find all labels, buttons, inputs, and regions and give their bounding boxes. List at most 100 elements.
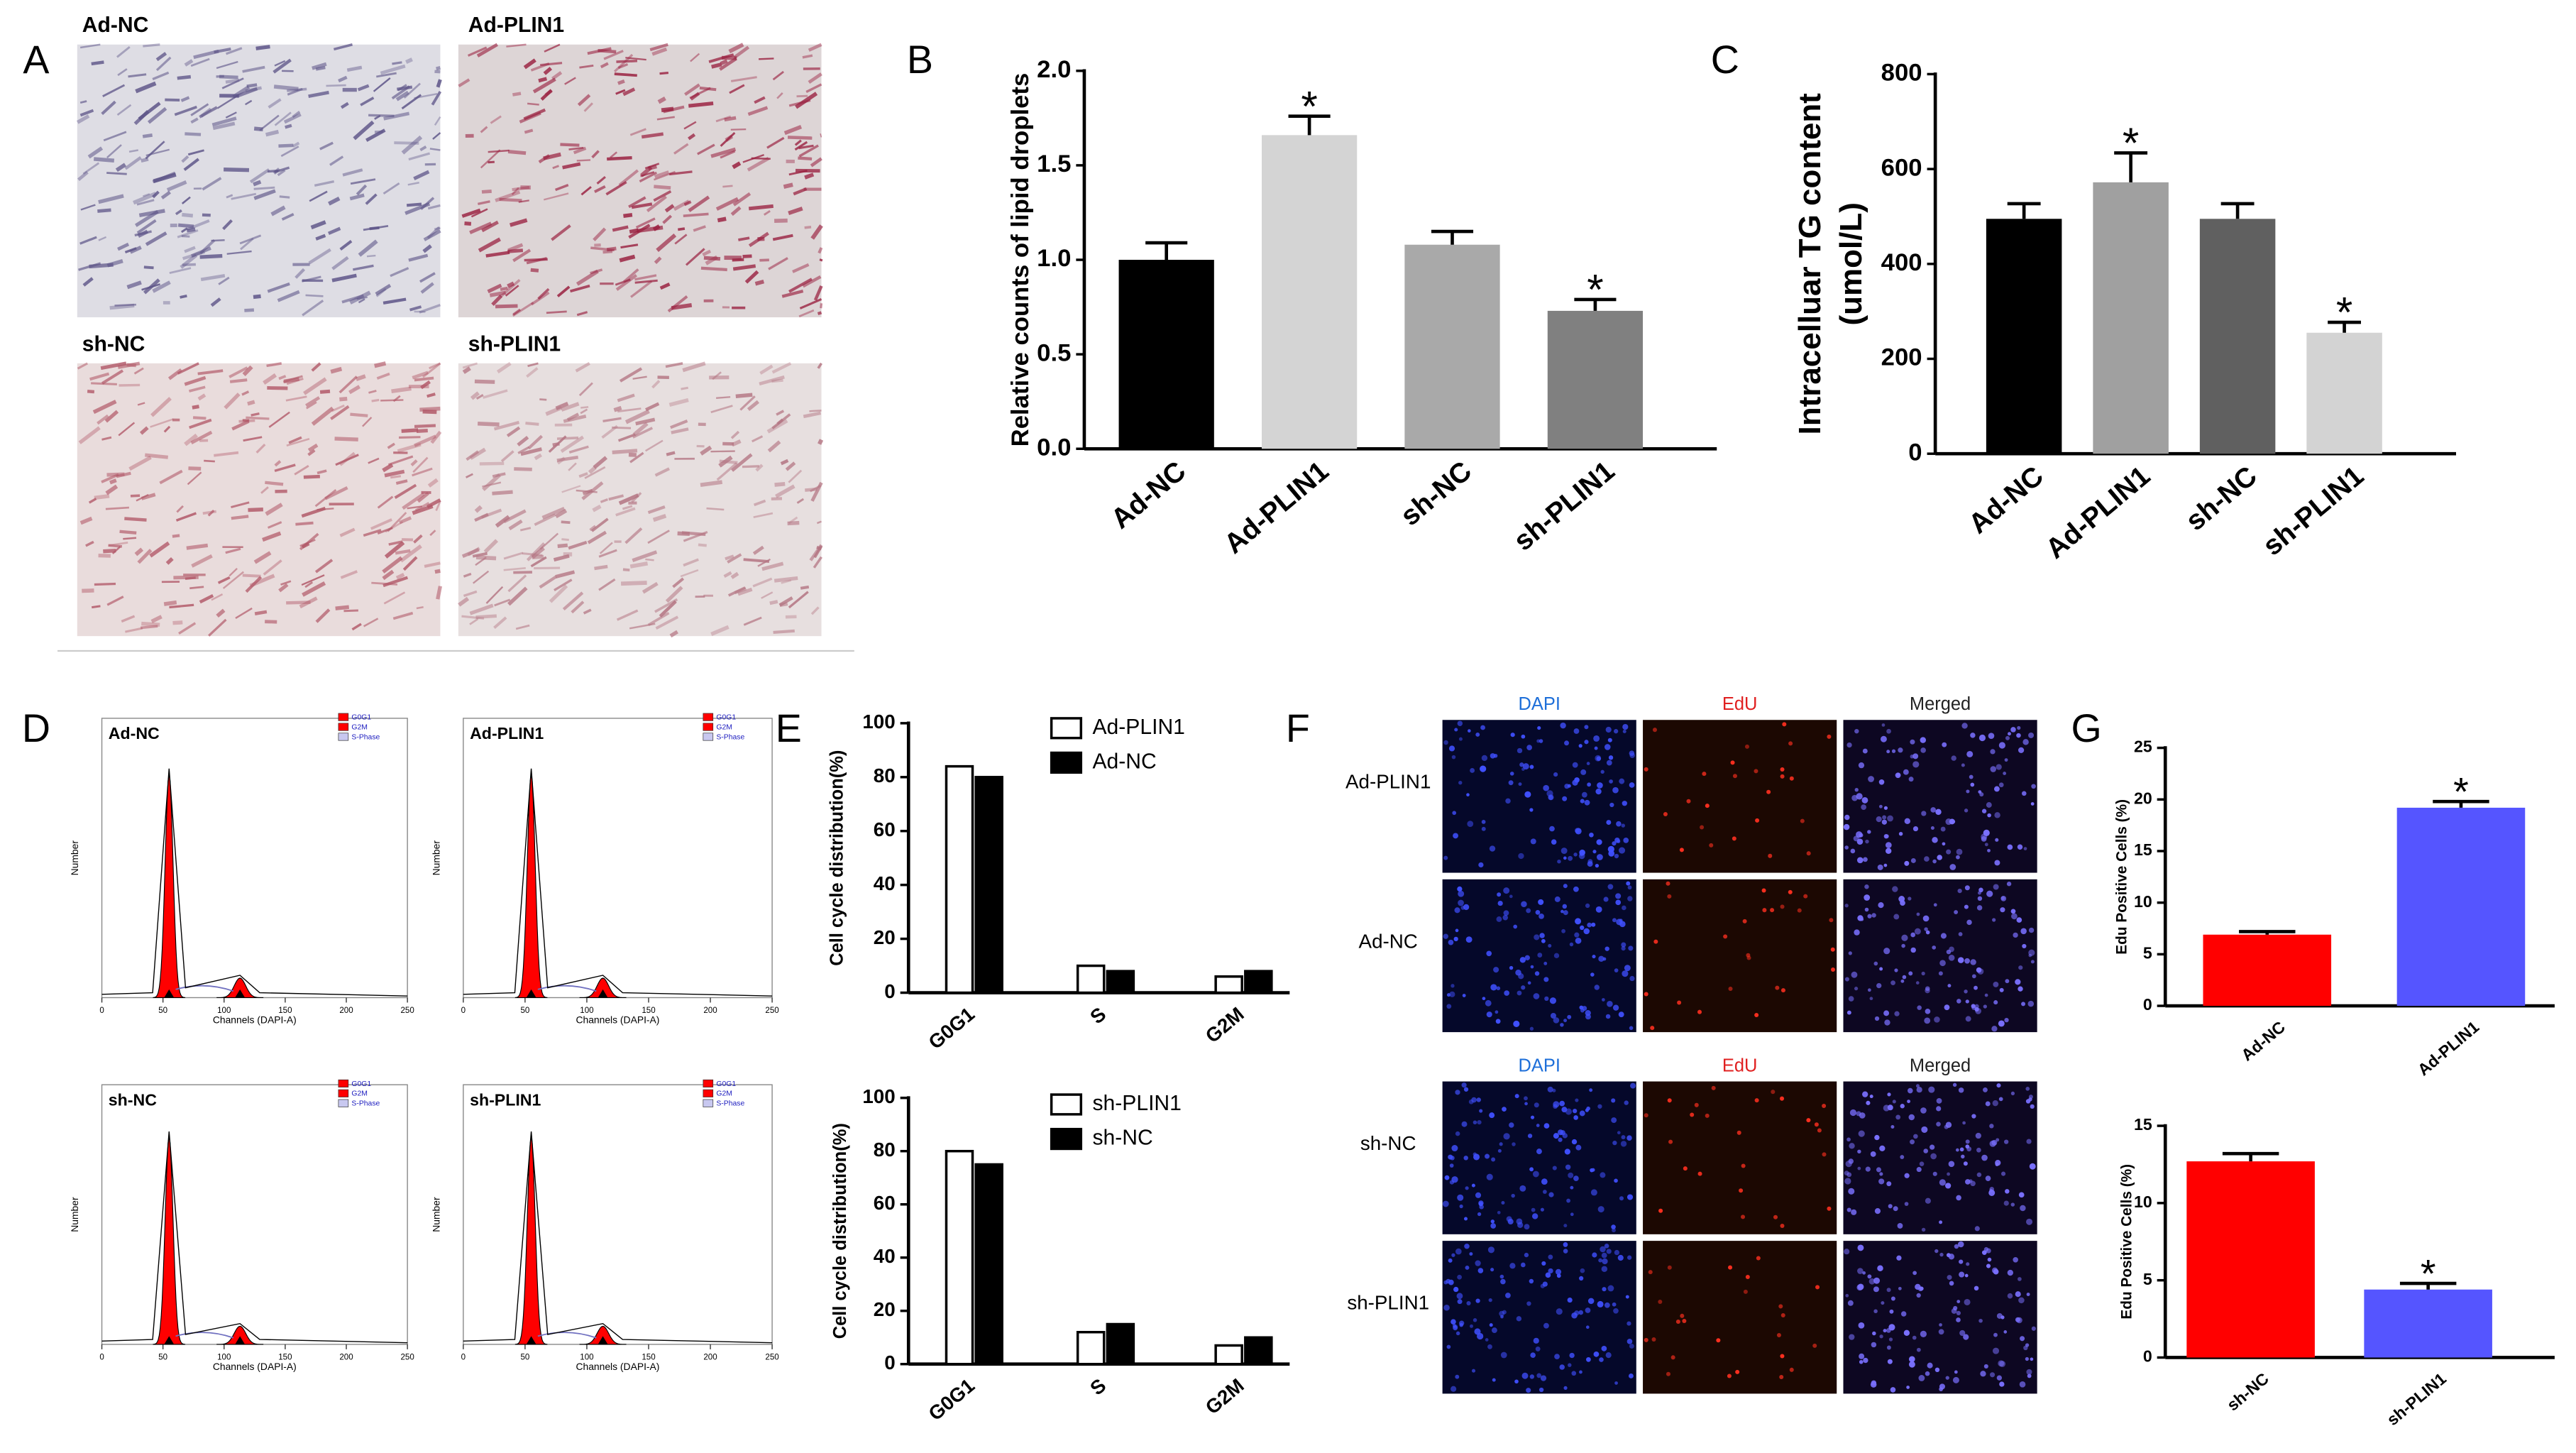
bar (2199, 219, 2276, 454)
nucleus (1509, 772, 1514, 776)
nucleus (1524, 955, 1530, 960)
nucleus (1803, 894, 1808, 899)
cell-streak (780, 459, 789, 466)
cell-streak (317, 469, 327, 475)
nucleus (1921, 1126, 1928, 1133)
nucleus (1884, 1019, 1890, 1026)
cell-streak (416, 429, 428, 433)
nucleus (1990, 766, 1997, 772)
nucleus (1489, 1112, 1495, 1119)
nucleus (1451, 1319, 1456, 1325)
nucleus (1675, 1320, 1680, 1325)
cell-streak (512, 185, 530, 192)
nucleus (1463, 1087, 1469, 1092)
cell-streak (240, 237, 254, 251)
nucleus (1883, 806, 1888, 810)
bar (2093, 182, 2169, 454)
nucleus (1563, 1386, 1568, 1390)
nucleus (1894, 968, 1898, 972)
cell-streak (202, 213, 211, 217)
nucleus (1890, 1296, 1895, 1301)
cell-streak (190, 430, 213, 444)
histogram-title: Ad-PLIN1 (470, 724, 544, 742)
cell-streak (539, 575, 557, 589)
cell-streak (493, 420, 520, 431)
x-axis-label: Channels (DAPI-A) (576, 1361, 659, 1372)
cell-streak (212, 121, 236, 131)
cell-streak (115, 163, 126, 172)
nucleus (1602, 1287, 1607, 1292)
x-tick-label: 100 (217, 1354, 231, 1362)
legend-swatch (703, 723, 714, 731)
nucleus (1463, 904, 1470, 911)
cell-streak (507, 149, 527, 155)
nucleus (1944, 1004, 1950, 1011)
cell-streak (578, 472, 588, 478)
nucleus (1754, 769, 1758, 774)
nucleus (1465, 1186, 1469, 1190)
cell-streak (285, 395, 307, 402)
nucleus (1517, 747, 1523, 754)
nucleus (1629, 1343, 1634, 1349)
nucleus (1537, 726, 1541, 730)
nucleus (1473, 1318, 1477, 1322)
nucleus (1846, 742, 1852, 748)
cell-streak (667, 295, 688, 313)
x-tick-label: 100 (580, 1007, 593, 1015)
cell-streak (817, 362, 822, 369)
cell-streak (190, 57, 210, 67)
nucleus (1964, 885, 1970, 891)
bar (1076, 964, 1106, 994)
nucleus (1487, 1344, 1492, 1349)
nucleus (1925, 1009, 1931, 1014)
cell-streak (682, 361, 706, 373)
nucleus (1993, 981, 1999, 987)
cell-streak (356, 296, 368, 300)
nucleus (1512, 1142, 1516, 1146)
nucleus (2016, 1317, 2022, 1324)
cell-streak (197, 369, 224, 375)
nucleus (1780, 1354, 1785, 1359)
cell-streak (594, 185, 606, 193)
nucleus (1490, 1223, 1497, 1229)
nucleus (1908, 777, 1914, 782)
nucleus (1608, 755, 1614, 760)
nucleus (1881, 723, 1886, 727)
cell-streak (427, 478, 439, 488)
cell-streak (614, 72, 637, 77)
cell-streak (181, 196, 191, 204)
nucleus (1594, 746, 1598, 750)
nucleus (1536, 1373, 1542, 1378)
cell-streak (153, 172, 177, 184)
nucleus (1448, 939, 1454, 945)
cell-streak (466, 450, 480, 461)
peak-marker (526, 1336, 536, 1344)
image-row-label: Ad-PLIN1 (1345, 771, 1431, 793)
nucleus (1846, 1207, 1851, 1212)
cell-streak (598, 549, 617, 558)
cell-streak (306, 401, 317, 410)
cell-streak (645, 402, 660, 412)
cell-streak (121, 615, 136, 623)
cell-streak (731, 439, 742, 447)
cell-streak (463, 590, 478, 598)
legend-label: sh-NC (1093, 1126, 1153, 1150)
nucleus (1966, 919, 1972, 926)
cell-streak (727, 586, 746, 597)
cell-streak (94, 582, 116, 586)
nucleus (1954, 910, 1959, 915)
cell-streak (191, 554, 213, 568)
nucleus (1856, 1111, 1861, 1117)
nucleus (1629, 750, 1635, 757)
nucleus (1448, 745, 1455, 752)
cell-streak (470, 208, 488, 218)
nucleus (1951, 819, 1956, 824)
cell-streak (314, 180, 335, 187)
cell-streak (530, 62, 550, 72)
nucleus (1530, 1352, 1536, 1358)
cell-streak (461, 615, 485, 620)
nucleus (1536, 1124, 1540, 1127)
cell-streak (224, 393, 241, 410)
nucleus (1644, 1337, 1648, 1342)
nucleus (1956, 999, 1961, 1004)
